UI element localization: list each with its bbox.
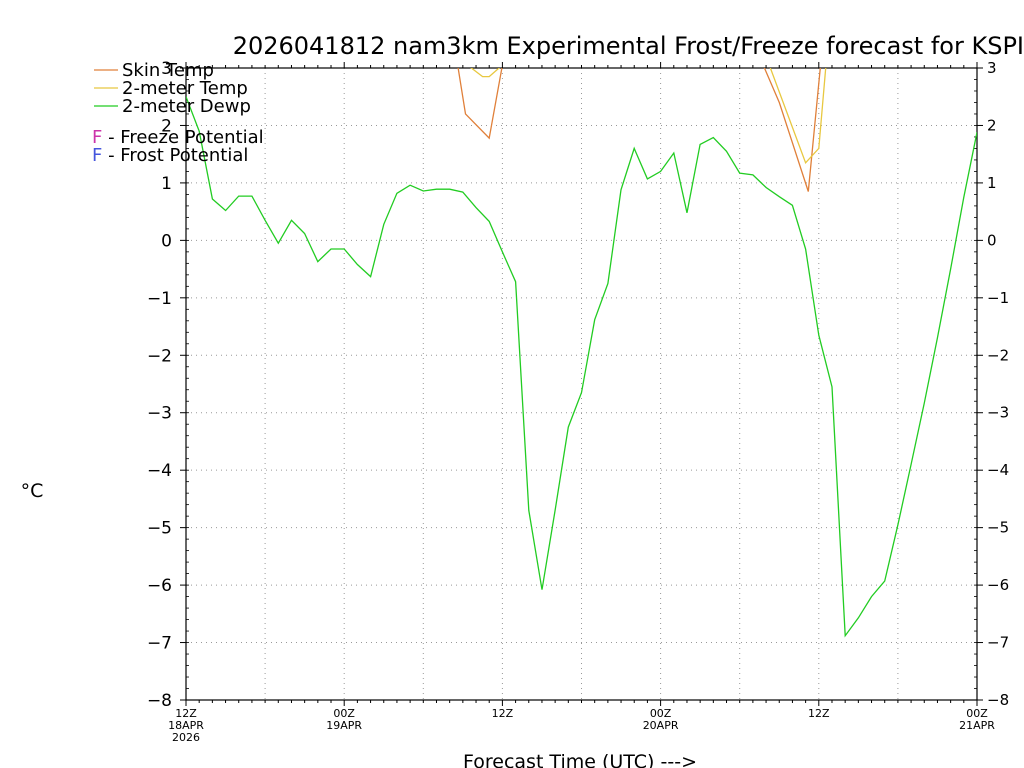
legend-label: 2-meter Dewp <box>122 96 251 117</box>
y-tick-label: −7 <box>147 634 172 654</box>
y-tick-label: 3 <box>161 59 172 79</box>
series-line-skin-temp <box>457 68 503 140</box>
y-tick-label: −8 <box>147 691 172 711</box>
y-tick-label-right: −2 <box>987 346 1009 364</box>
x-tick-label: 21APR <box>959 719 995 732</box>
y-tick-label-right: −4 <box>987 461 1009 479</box>
series-line-2-meter-temp <box>470 68 501 78</box>
x-axis-label: Forecast Time (UTC) ---> <box>463 751 697 768</box>
x-tick-label: 2026 <box>172 731 200 744</box>
y-tick-label-right: −6 <box>987 576 1009 594</box>
x-tick-label: 00Z <box>966 707 988 720</box>
x-tick-label: 00Z <box>650 707 672 720</box>
legend-label: Skin Temp <box>122 60 214 81</box>
y-tick-label-right: −1 <box>987 289 1009 307</box>
y-tick-label: 2 <box>161 116 172 136</box>
y-tick-label-right: 1 <box>987 174 997 192</box>
y-tick-label: −4 <box>147 461 172 481</box>
y-tick-label: 0 <box>161 231 172 251</box>
y-tick-label: −3 <box>147 404 172 424</box>
y-tick-label-right: −8 <box>987 691 1009 709</box>
y-axis-label: °C <box>21 480 44 502</box>
y-tick-label: −2 <box>147 346 172 366</box>
x-tick-label: 19APR <box>326 719 362 732</box>
y-tick-label-right: −7 <box>987 634 1009 652</box>
y-axis-ticks: −8 −8 −7 −7 −6 −6 −5 −5 −4 −4 −3 −3 −2 −2 −1 −1 0 0 1 1 2 2 3 3 <box>147 59 1009 711</box>
legend-label: 2-meter Temp <box>122 78 248 99</box>
chart-title: 2026041812 nam3km Experimental Frost/Fre… <box>233 32 1024 60</box>
y-tick-label-right: 3 <box>987 59 997 77</box>
y-tick-label: −6 <box>147 576 172 596</box>
y-tick-label: −5 <box>147 519 172 539</box>
x-tick-label: 12Z <box>175 707 197 720</box>
indicator-label: F - Frost Potential <box>92 145 248 166</box>
y-tick-label-right: 0 <box>987 231 997 249</box>
indicator-label: F - Freeze Potential <box>92 127 264 148</box>
series-lines <box>186 68 977 638</box>
y-tick-label: 1 <box>161 174 172 194</box>
y-tick-label-right: −3 <box>987 404 1009 422</box>
x-tick-label: 18APR <box>168 719 204 732</box>
x-tick-label: 00Z <box>333 707 355 720</box>
y-tick-label-right: 2 <box>987 116 997 134</box>
x-tick-label: 20APR <box>643 719 679 732</box>
x-tick-label: 12Z <box>492 707 514 720</box>
y-tick-label: −1 <box>147 289 172 309</box>
y-tick-label-right: −5 <box>987 519 1009 537</box>
series-line-2-meter-dewp <box>186 96 977 638</box>
x-tick-label: 12Z <box>808 707 830 720</box>
series-line-skin-temp <box>763 68 821 192</box>
grid-lines <box>186 68 977 700</box>
series-line-2-meter-temp <box>769 68 827 165</box>
